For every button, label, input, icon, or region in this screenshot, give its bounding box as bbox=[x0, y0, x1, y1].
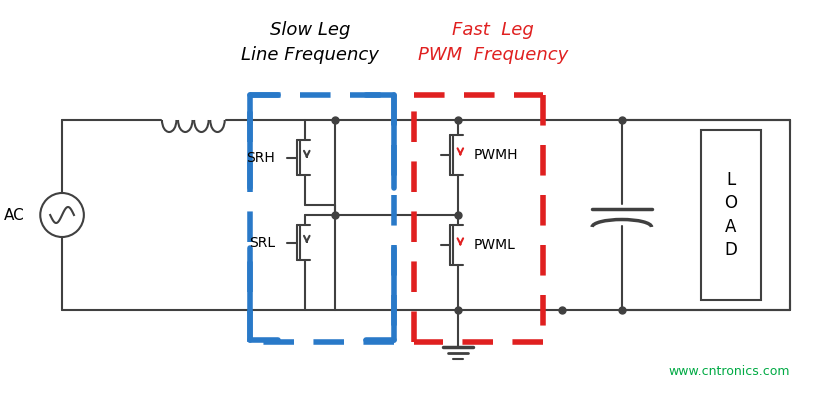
Bar bbox=[701, 130, 761, 300]
Text: L
O
A
D: L O A D bbox=[725, 171, 737, 259]
Text: PWM  Frequency: PWM Frequency bbox=[418, 46, 568, 64]
Text: PWMH: PWMH bbox=[473, 148, 518, 162]
Text: Line Frequency: Line Frequency bbox=[241, 46, 379, 64]
Text: Slow Leg: Slow Leg bbox=[270, 21, 350, 39]
Text: SRL: SRL bbox=[249, 236, 275, 249]
Text: Fast  Leg: Fast Leg bbox=[452, 21, 534, 39]
Text: www.cntronics.com: www.cntronics.com bbox=[669, 365, 790, 378]
Text: SRH: SRH bbox=[246, 150, 275, 164]
Text: PWML: PWML bbox=[473, 238, 515, 252]
Text: AC: AC bbox=[3, 208, 25, 223]
